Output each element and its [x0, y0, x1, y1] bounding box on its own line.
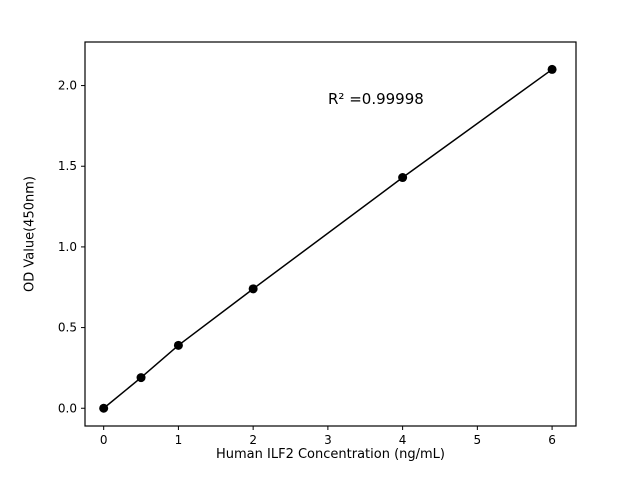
data-point — [136, 373, 146, 383]
trend-line — [103, 68, 553, 409]
data-point — [398, 173, 408, 183]
data-point — [173, 340, 183, 350]
data-point — [99, 403, 109, 413]
x-axis-label: Human ILF2 Concentration (ng/mL) — [216, 447, 445, 462]
y-tick-label: 0.0 — [58, 401, 77, 415]
r-squared-annotation: R² =0.99998 — [328, 90, 424, 108]
x-tick-label: 6 — [548, 433, 556, 447]
y-axis-label: OD Value(450nm) — [22, 176, 38, 292]
x-tick-label: 5 — [474, 433, 482, 447]
y-tick-label: 0.5 — [58, 321, 77, 335]
x-tick-label: 4 — [399, 433, 407, 447]
y-tick-label: 1.5 — [58, 159, 77, 173]
x-tick-label: 0 — [100, 433, 108, 447]
plot-border — [84, 41, 577, 427]
y-tick-label: 2.0 — [58, 79, 77, 93]
y-tick-label: 1.0 — [58, 240, 77, 254]
data-point — [547, 64, 557, 74]
x-tick-label: 3 — [324, 433, 332, 447]
x-tick-label: 1 — [175, 433, 183, 447]
x-tick-label: 2 — [249, 433, 257, 447]
data-point — [248, 284, 258, 294]
